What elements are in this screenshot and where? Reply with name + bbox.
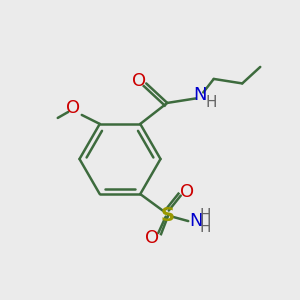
Text: H: H <box>200 208 212 224</box>
Text: H: H <box>200 220 212 235</box>
Text: O: O <box>132 72 146 90</box>
Text: N: N <box>193 86 206 104</box>
Text: H: H <box>206 94 217 110</box>
Text: O: O <box>66 99 80 117</box>
Text: O: O <box>145 230 159 247</box>
Text: N: N <box>189 212 202 230</box>
Text: S: S <box>160 206 174 226</box>
Text: O: O <box>180 183 194 201</box>
